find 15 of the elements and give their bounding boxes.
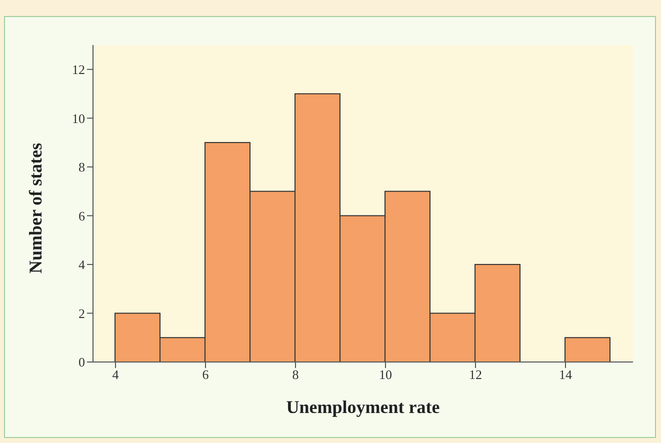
y-tick-label: 6 [78, 208, 86, 224]
x-tick-label: 10 [379, 367, 392, 382]
x-tick-label: 12 [469, 367, 482, 382]
x-axis-title: Unemployment rate [286, 397, 440, 417]
y-tick-label: 8 [78, 160, 85, 175]
y-tick-label: 2 [78, 306, 85, 321]
x-tick-label: 4 [112, 367, 120, 382]
y-tick-label: 0 [78, 354, 85, 370]
x-tick-label: 8 [292, 367, 299, 382]
y-tick-label: 10 [72, 110, 85, 126]
y-tick-label: 4 [78, 257, 86, 272]
y-tick-label: 12 [72, 62, 85, 77]
y-axis-title: Number of states [25, 142, 46, 274]
x-tick-label: 6 [202, 367, 210, 382]
x-tick-label: 14 [559, 367, 572, 382]
